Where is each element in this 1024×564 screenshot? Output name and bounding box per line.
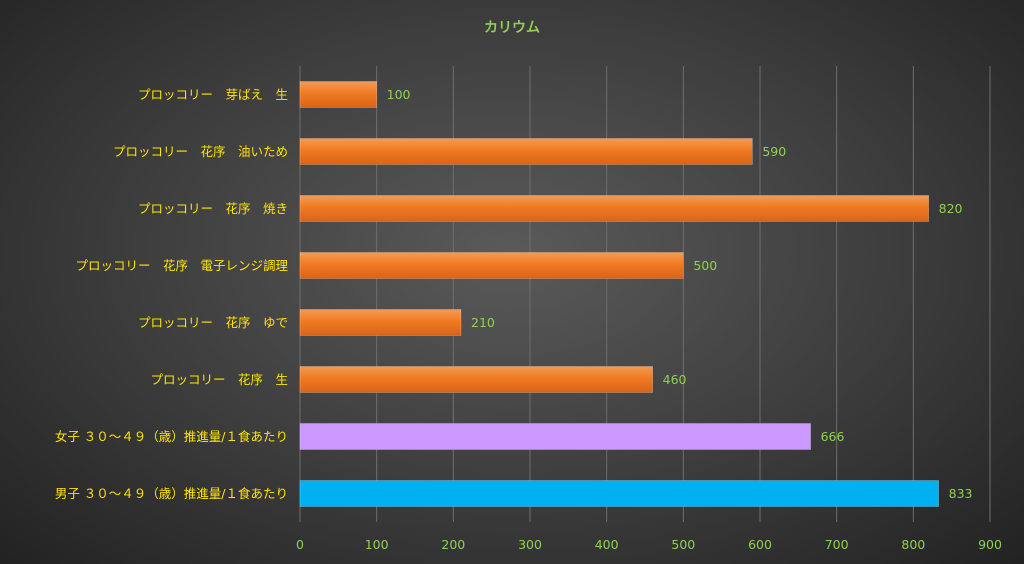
category-label: プロッコリー 花序 ゆで <box>138 315 288 330</box>
x-tick-label: 900 <box>978 537 1002 552</box>
chart-title: カリウム <box>484 20 540 36</box>
x-tick-label: 500 <box>671 537 695 552</box>
value-labels: 100 590 820 500 210 460 666 833 <box>387 87 973 501</box>
data-label: 820 <box>939 201 963 216</box>
category-label: プロッコリー 花序 電子レンジ調理 <box>75 258 288 273</box>
x-tick-label: 200 <box>441 537 465 552</box>
x-tick-label: 800 <box>901 537 925 552</box>
bar <box>299 309 462 336</box>
x-axis-tick-labels: 0 100 200 300 400 500 600 700 800 900 <box>296 537 1002 552</box>
bar <box>299 138 753 165</box>
bar <box>299 480 939 507</box>
bar <box>299 195 929 222</box>
bar <box>299 423 811 450</box>
x-tick-label: 0 <box>296 537 304 552</box>
data-label: 460 <box>663 372 687 387</box>
data-label: 590 <box>762 144 786 159</box>
data-label: 100 <box>387 87 411 102</box>
x-tick-label: 100 <box>365 537 389 552</box>
x-tick-label: 300 <box>518 537 542 552</box>
x-tick-label: 700 <box>825 537 849 552</box>
x-tick-label: 400 <box>595 537 619 552</box>
data-label: 666 <box>821 429 845 444</box>
bar <box>299 366 653 393</box>
category-label: プロッコリー 花序 油いため <box>113 144 288 159</box>
category-label: プロッコリー 花序 焼き <box>138 201 288 216</box>
gridlines <box>299 66 991 522</box>
bar <box>299 252 684 279</box>
x-tick-label: 600 <box>748 537 772 552</box>
category-label: 男子 ３０～４９（歳）推進量/１食あたり <box>55 486 288 501</box>
data-label: 500 <box>693 258 717 273</box>
data-label: 210 <box>471 315 495 330</box>
category-label: プロッコリー 芽ばえ 生 <box>138 87 288 102</box>
data-label: 833 <box>949 486 973 501</box>
category-label: 女子 ３０～４９（歳）推進量/１食あたり <box>55 429 288 444</box>
bar <box>299 81 377 108</box>
category-label: プロッコリー 花序 生 <box>150 372 288 387</box>
bars <box>299 81 939 507</box>
